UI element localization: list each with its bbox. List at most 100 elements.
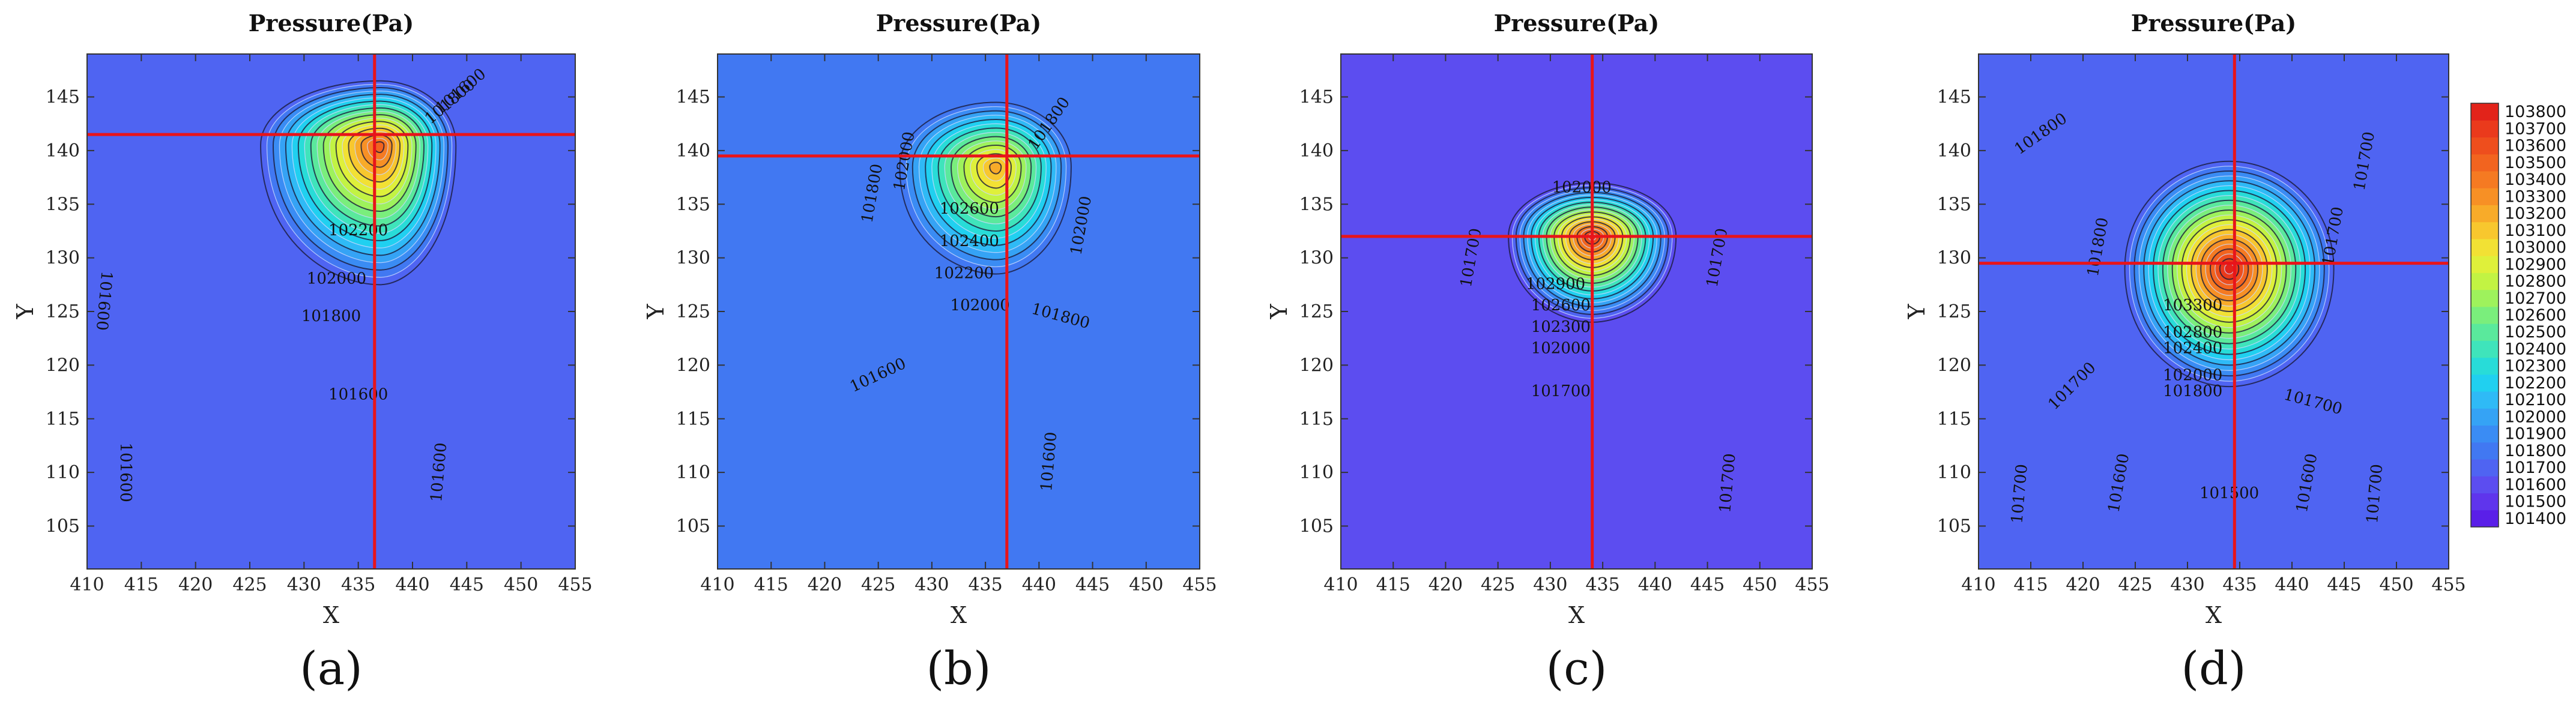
legend-label: 103200 bbox=[2505, 205, 2566, 223]
legend-label: 103800 bbox=[2505, 103, 2566, 121]
panel-title: Pressure(Pa) bbox=[876, 10, 1042, 37]
x-tick-label: 425 bbox=[861, 574, 895, 595]
legend-swatch bbox=[2471, 289, 2499, 307]
x-tick-label: 420 bbox=[178, 574, 213, 595]
contour-label: 101800 bbox=[301, 307, 361, 325]
colorbar-legend: 1014001015001016001017001018001019001020… bbox=[2470, 103, 2566, 528]
legend-swatch bbox=[2471, 154, 2499, 172]
y-tick-label: 135 bbox=[1937, 194, 1971, 215]
legend-label: 102500 bbox=[2505, 323, 2566, 341]
x-tick-label: 445 bbox=[1075, 574, 1110, 595]
contour-label: 101800 bbox=[2163, 382, 2222, 400]
x-axis-label: X bbox=[951, 602, 967, 628]
y-axis-label: Y bbox=[642, 304, 669, 320]
y-tick-label: 135 bbox=[46, 194, 80, 215]
contour-label: 102600 bbox=[940, 200, 999, 218]
panel-a: 1016001016001016001016001018001020001022… bbox=[12, 10, 593, 695]
x-tick-label: 415 bbox=[124, 574, 159, 595]
y-tick-label: 140 bbox=[46, 140, 80, 161]
legend-swatch bbox=[2471, 306, 2499, 324]
legend-label: 101500 bbox=[2505, 493, 2566, 511]
legend-label: 102800 bbox=[2505, 272, 2566, 291]
y-tick-label: 135 bbox=[1299, 194, 1334, 215]
y-tick-label: 125 bbox=[46, 301, 80, 322]
x-tick-label: 435 bbox=[2222, 574, 2257, 595]
legend-swatch bbox=[2471, 323, 2499, 341]
x-tick-label: 450 bbox=[1129, 574, 1163, 595]
contour-label: 102300 bbox=[1531, 318, 1591, 336]
x-tick-label: 430 bbox=[1533, 574, 1567, 595]
contour-label: 103300 bbox=[2163, 296, 2222, 314]
contour-band bbox=[989, 161, 1002, 175]
legend-swatch bbox=[2471, 374, 2499, 392]
y-tick-label: 110 bbox=[46, 462, 80, 483]
legend-swatch bbox=[2471, 272, 2499, 290]
y-tick-label: 135 bbox=[676, 194, 710, 215]
x-tick-label: 425 bbox=[232, 574, 267, 595]
x-tick-label: 440 bbox=[1638, 574, 1672, 595]
panel-title: Pressure(Pa) bbox=[249, 10, 414, 37]
legend-label: 101600 bbox=[2505, 475, 2566, 494]
legend-label: 103700 bbox=[2505, 119, 2566, 138]
contour-label: 102000 bbox=[307, 269, 366, 287]
legend-swatch bbox=[2471, 340, 2499, 358]
legend-swatch bbox=[2471, 357, 2499, 375]
legend-swatch bbox=[2471, 476, 2499, 494]
panel-title: Pressure(Pa) bbox=[2131, 10, 2297, 37]
x-tick-label: 430 bbox=[287, 574, 321, 595]
y-tick-label: 105 bbox=[1299, 516, 1334, 537]
y-tick-label: 110 bbox=[1299, 462, 1334, 483]
contour-label: 101600 bbox=[328, 385, 388, 403]
x-tick-label: 410 bbox=[1961, 574, 1995, 595]
legend-swatch bbox=[2471, 493, 2499, 511]
y-tick-label: 140 bbox=[1937, 140, 1971, 161]
legend-swatch bbox=[2471, 120, 2499, 137]
y-tick-label: 115 bbox=[46, 409, 80, 430]
y-tick-label: 115 bbox=[676, 409, 710, 430]
y-tick-label: 105 bbox=[676, 516, 710, 537]
x-tick-label: 410 bbox=[1323, 574, 1358, 595]
contour-label: 102600 bbox=[1531, 296, 1591, 314]
x-tick-label: 455 bbox=[1795, 574, 1829, 595]
legend-swatch bbox=[2471, 256, 2499, 273]
legend-label: 103000 bbox=[2505, 238, 2566, 257]
x-tick-label: 440 bbox=[395, 574, 429, 595]
y-tick-label: 105 bbox=[1937, 516, 1971, 537]
y-tick-label: 145 bbox=[676, 87, 710, 108]
legend-swatch bbox=[2471, 408, 2499, 426]
x-tick-label: 440 bbox=[1022, 574, 1056, 595]
x-tick-label: 425 bbox=[1481, 574, 1515, 595]
legend-label: 101900 bbox=[2505, 425, 2566, 444]
x-tick-label: 450 bbox=[504, 574, 538, 595]
x-tick-label: 445 bbox=[2327, 574, 2361, 595]
contour-label: 102000 bbox=[1552, 178, 1612, 196]
x-tick-label: 410 bbox=[700, 574, 734, 595]
legend-label: 103400 bbox=[2505, 170, 2566, 189]
contour-label: 102000 bbox=[2163, 366, 2222, 384]
y-tick-label: 125 bbox=[676, 301, 710, 322]
panel-label: (d) bbox=[2181, 642, 2246, 695]
y-tick-label: 140 bbox=[676, 140, 710, 161]
y-tick-label: 145 bbox=[1937, 87, 1971, 108]
contour-band bbox=[2224, 263, 2235, 275]
legend-swatch bbox=[2471, 170, 2499, 188]
y-tick-label: 130 bbox=[1937, 248, 1971, 269]
y-tick-label: 130 bbox=[676, 248, 710, 269]
contour-label: 102800 bbox=[2163, 323, 2222, 341]
y-tick-label: 120 bbox=[676, 355, 710, 376]
y-tick-label: 140 bbox=[1299, 140, 1334, 161]
panel-title: Pressure(Pa) bbox=[1494, 10, 1660, 37]
panel-b: 1018001020001018001026001024001022001020… bbox=[642, 10, 1217, 695]
legend-label: 102100 bbox=[2505, 391, 2566, 409]
y-tick-label: 130 bbox=[1299, 248, 1334, 269]
contour-field: 1016001016001016001016001018001020001022… bbox=[87, 54, 575, 569]
contour-label: 102400 bbox=[940, 232, 999, 250]
legend-label: 102900 bbox=[2505, 255, 2566, 274]
legend-swatch bbox=[2471, 137, 2499, 155]
x-tick-label: 415 bbox=[2013, 574, 2048, 595]
legend-label: 101400 bbox=[2505, 510, 2566, 528]
legend-swatch bbox=[2471, 425, 2499, 443]
